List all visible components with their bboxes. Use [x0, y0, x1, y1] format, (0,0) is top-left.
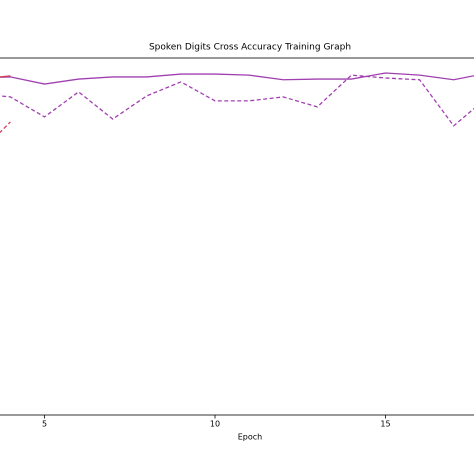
chart-title: Spoken Digits Cross Accuracy Training Gr… [149, 43, 351, 53]
series-line [0, 121, 11, 134]
x-tick-label: 15 [380, 420, 390, 429]
x-axis-label: Epoch [238, 433, 263, 442]
x-tick-label: 10 [210, 420, 220, 429]
series-line [0, 75, 11, 78]
series-line [0, 72, 474, 85]
x-tick-label: 5 [42, 420, 47, 429]
series-line [0, 74, 474, 127]
plot-frame [0, 57, 474, 416]
